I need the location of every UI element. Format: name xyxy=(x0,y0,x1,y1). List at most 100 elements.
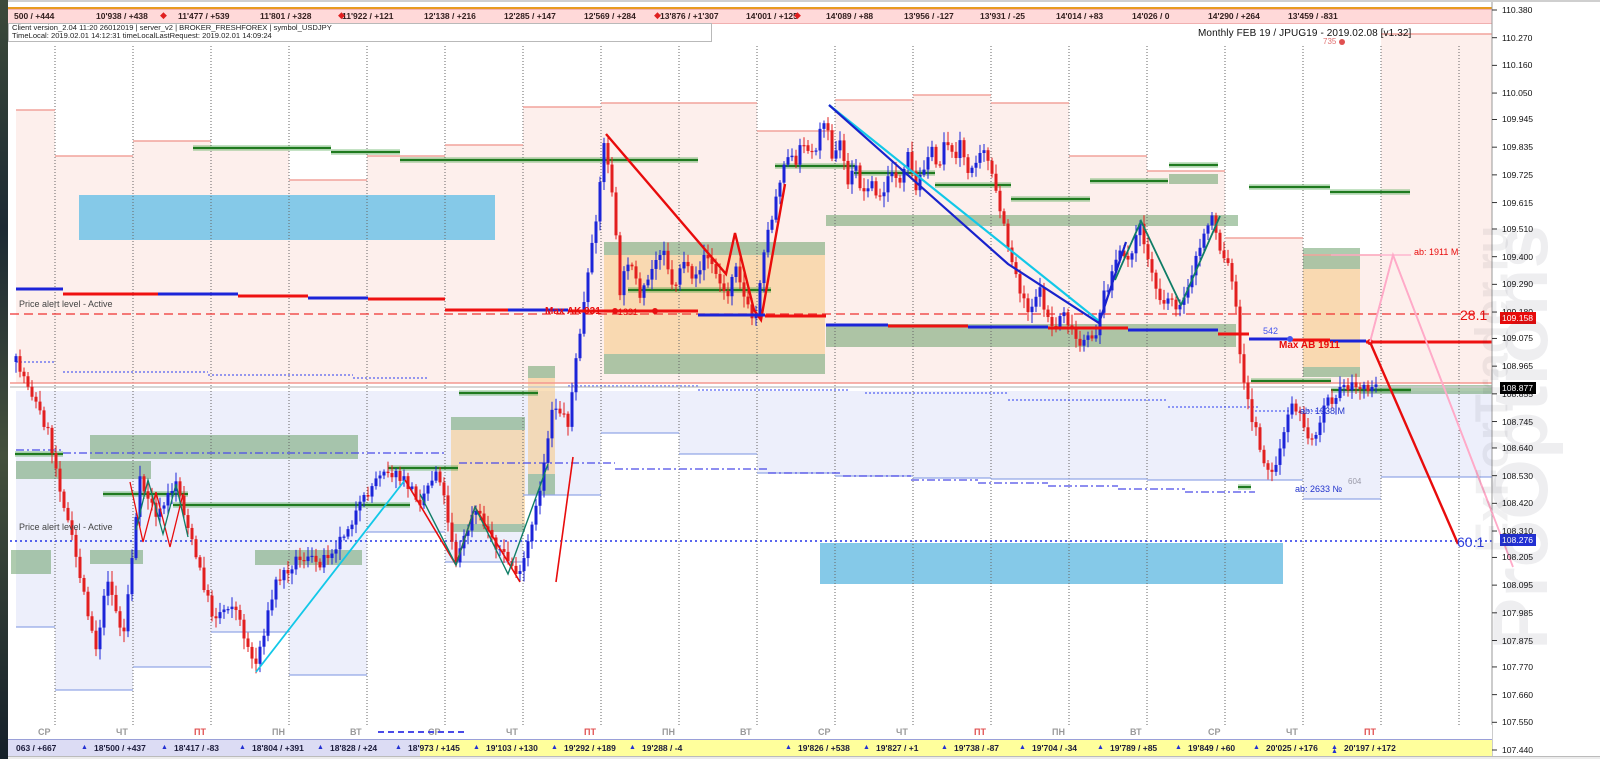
chart-canvas[interactable] xyxy=(8,2,1600,759)
bottom-day-value: 19'288 / -4 xyxy=(642,743,683,753)
top-day-value: 10'938 / +438 xyxy=(96,11,148,21)
weekday-label: ЧТ xyxy=(116,727,128,737)
price-tick: 110.270 xyxy=(1502,32,1533,43)
up-arrow-icon: ▲ xyxy=(317,744,324,751)
chart-title: Monthly FEB 19 / JPUG19 - 2019.02.08 [v1… xyxy=(1198,28,1412,39)
bottom-bar-yellow-zone xyxy=(420,740,1492,756)
bottom-day-value: 18'417 / -83 xyxy=(174,743,220,753)
chart-plot-area[interactable] xyxy=(8,2,1600,759)
price-tick: 107.550 xyxy=(1502,717,1534,728)
price-tick: 108.745 xyxy=(1502,416,1534,427)
chart-annotation: 604 xyxy=(1348,477,1362,486)
chart-annotation: 542 xyxy=(1263,326,1279,336)
price-tick: 110.380 xyxy=(1502,5,1533,15)
chart-annotation: ab: 1911 M xyxy=(1414,247,1459,257)
weekday-labels-row: СР ЧТ ПТ ПН ВТ СР ЧТ ПТ ПН ВТ СР ЧТ ПТ ПН ВТ СР ЧТ ПТ xyxy=(8,725,1492,739)
top-day-value: 12'138 / +216 xyxy=(424,11,476,21)
chart-annotation: Price alert level - Active xyxy=(19,299,113,309)
top-day-value: 12'569 / +284 xyxy=(584,11,636,21)
bottom-day-value: 19'292 / +189 xyxy=(564,743,616,753)
price-tick: 109.075 xyxy=(1502,333,1534,344)
price-tick: 107.770 xyxy=(1502,661,1534,672)
price-tick: 109.400 xyxy=(1502,251,1534,262)
weekday-label: ЧТ xyxy=(1286,727,1298,737)
price-tick: 109.725 xyxy=(1502,169,1534,180)
weekday-label: ПН xyxy=(272,727,285,737)
up-arrow-icon: ▲ xyxy=(551,744,558,751)
up-arrow-icon: ▲ xyxy=(473,744,480,751)
bottom-day-value: 20'025 / +176 xyxy=(1266,743,1318,753)
top-day-value: 11'922 / +121 xyxy=(342,11,394,21)
top-day-value: 13'956 / -127 xyxy=(904,11,954,21)
timelocal-info-line: TimeLocal: 2019.02.01 14:12:31 timeLocal… xyxy=(12,31,272,41)
weekday-label: ЧТ xyxy=(896,727,908,737)
chart-annotation: ab: 2633 № xyxy=(1295,484,1343,494)
weekday-label: ВТ xyxy=(1130,727,1142,737)
price-tick: 109.510 xyxy=(1502,223,1534,234)
top-day-value: 13'459 / -831 xyxy=(1288,11,1338,21)
top-day-value: 13'931 / -25 xyxy=(980,11,1026,21)
up-arrow-icon: ▲ xyxy=(1253,744,1260,751)
weekday-label: ВТ xyxy=(350,727,362,737)
chart-annotation: 60.1 xyxy=(1457,534,1485,550)
price-tick: 108.965 xyxy=(1502,361,1534,372)
price-tick: 107.985 xyxy=(1502,607,1534,618)
weekday-label: ЧТ xyxy=(506,727,518,737)
up-arrow-icon: ▲ xyxy=(1331,748,1338,755)
top-day-value: 11'801 / +328 xyxy=(260,11,312,21)
chart-annotation: Max AK 931 xyxy=(545,306,601,317)
red-diamond-icon: ◆ xyxy=(794,10,801,20)
up-arrow-icon: ▲ xyxy=(161,744,168,751)
up-arrow-icon: ▲ xyxy=(1175,744,1182,751)
up-arrow-icon: ▲ xyxy=(1097,744,1104,751)
chart-annotation: Max AB 1911 xyxy=(1279,340,1340,351)
top-day-value: 14'001 / +125 xyxy=(746,11,798,21)
price-axis[interactable]: 110.380 110.270 110.160 110.050 109.945 109.8… xyxy=(1492,2,1600,759)
bottom-bar-lavender-zone xyxy=(8,740,420,756)
price-tick: 107.440 xyxy=(1502,744,1534,755)
up-arrow-icon: ▲ xyxy=(395,744,402,751)
bottom-day-value: 19'789 / +85 xyxy=(1110,743,1158,753)
chart-annotation: ab: 1938 M xyxy=(1300,406,1346,416)
connection-info-panel: Client version_2.04 11:20 26012019 | ser… xyxy=(8,23,712,42)
bottom-day-value: 19'849 / +60 xyxy=(1188,743,1236,753)
time-axis-strip xyxy=(8,756,1600,759)
weekday-label: ПТ xyxy=(1364,727,1376,737)
up-arrow-icon: ▲ xyxy=(81,744,88,751)
daily-stats-bottom-bar: 063 / +667 ▲ 18'500 / +437 ▲ 18'417 / -83 ▲ 18… xyxy=(8,739,1492,757)
chart-annotation: 28.1 xyxy=(1460,307,1488,323)
up-arrow-icon: ▲ xyxy=(629,744,636,751)
top-day-value: 11'477 / +539 xyxy=(178,11,230,21)
weekday-label: ПН xyxy=(662,727,675,737)
weekday-label: ПТ xyxy=(974,727,986,737)
bottom-day-value: 19'704 / -34 xyxy=(1032,743,1078,753)
chart-annotation: 1391 xyxy=(618,307,639,317)
weekday-label: ПН xyxy=(1052,727,1065,737)
price-tick: 108.095 xyxy=(1502,580,1534,591)
bottom-day-value: 18'804 / +391 xyxy=(252,743,304,753)
bottom-day-value: 19'738 / -87 xyxy=(954,743,1000,753)
price-tick: 107.660 xyxy=(1502,689,1534,700)
bottom-day-value: 19'827 / +1 xyxy=(876,743,919,753)
price-badge: 108.877 xyxy=(1500,382,1537,395)
top-day-value: 500 / +444 xyxy=(14,11,55,21)
up-arrow-icon: ▲ xyxy=(863,744,870,751)
up-arrow-icon: ▲ xyxy=(785,744,792,751)
daily-stats-top-bar: 500 / +444 10'938 / +438 11'477 / +539 11'8… xyxy=(8,9,1600,24)
up-arrow-icon: ▲ xyxy=(1019,744,1026,751)
bottom-day-value: 20'197 / +172 xyxy=(1344,743,1396,753)
red-diamond-icon: ◆ xyxy=(338,10,345,20)
bottom-day-value: 18'500 / +437 xyxy=(94,743,146,753)
top-day-value: 14'089 / +88 xyxy=(826,11,874,21)
chart-annotation: 735 xyxy=(1323,37,1337,46)
top-day-value: 13'876 / +1'307 xyxy=(660,11,719,21)
top-day-value: 12'285 / +147 xyxy=(504,11,556,21)
up-arrow-icon: ▲ xyxy=(941,744,948,751)
weekday-label: ПТ xyxy=(584,727,596,737)
weekday-label: СР xyxy=(818,727,831,737)
weekday-label: ВТ xyxy=(740,727,752,737)
client-info-line: Client version_2.04 11:20 26012019 | ser… xyxy=(12,23,332,32)
red-diamond-icon: ◆ xyxy=(160,10,167,20)
top-day-value: 14'290 / +264 xyxy=(1208,11,1260,21)
